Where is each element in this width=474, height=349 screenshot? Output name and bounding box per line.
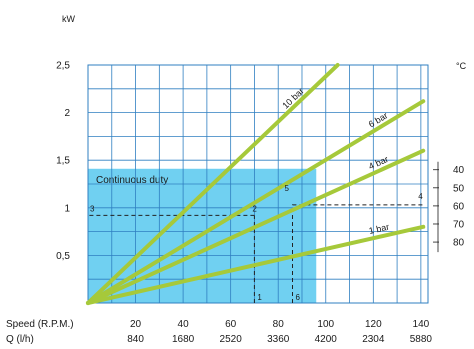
temperature-tick-label: 70: [453, 219, 465, 230]
temperature-tick-label: 80: [453, 238, 465, 249]
x-axis-label-speed: Speed (R.P.M.): [6, 319, 74, 330]
series-line-4-bar: [86, 148, 426, 305]
annotation-label-2: 2: [252, 204, 257, 213]
plot-frame: [87, 64, 429, 304]
annotation-label-6: 6: [295, 293, 300, 302]
x-tick-label-rpm: 20: [130, 319, 142, 330]
series-line-6-bar: [86, 99, 426, 305]
y-axis-label: kW: [62, 14, 76, 24]
x-tick-label-flow: 840: [127, 334, 144, 345]
x-tick-label-flow: 4200: [315, 334, 338, 345]
series-label: 1 bar: [368, 222, 390, 236]
annotation-label-1: 1: [257, 293, 262, 302]
y-tick-label: 1: [64, 203, 70, 214]
x-tick-label-flow: 5880: [410, 334, 433, 345]
y-tick-label: 0,5: [56, 251, 70, 262]
x-tick-label-rpm: 100: [317, 319, 334, 330]
y2-axis-label: °C: [456, 61, 467, 71]
annotation-label-5: 5: [284, 184, 289, 193]
y-tick-label: 2: [64, 108, 70, 119]
x-tick-label-rpm: 120: [365, 319, 382, 330]
x-tick-label-rpm: 140: [413, 319, 430, 330]
annotation-label-3: 3: [90, 204, 95, 213]
annotation-dashed-line: [292, 204, 424, 303]
y-tick-label: 2,5: [56, 61, 70, 72]
x-tick-label-rpm: 80: [273, 319, 285, 330]
series-line-1-bar: [86, 224, 426, 305]
x-axis-label-flow: Q (l/h): [6, 334, 34, 345]
x-tick-label-flow: 1680: [172, 334, 195, 345]
x-tick-label-flow: 3360: [267, 334, 290, 345]
x-tick-label-flow: 2304: [362, 334, 385, 345]
temperature-tick-label: 60: [453, 201, 465, 212]
y-tick-label: 1,5: [56, 156, 70, 167]
series-line-10-bar: [86, 63, 340, 305]
x-tick-label-flow: 2520: [220, 334, 243, 345]
temperature-tick-label: 40: [453, 165, 465, 176]
continuous-duty-label: Continuous duty: [96, 175, 168, 186]
annotation-label-4: 4: [418, 192, 423, 201]
x-tick-label-rpm: 40: [178, 319, 190, 330]
temperature-tick-label: 50: [453, 183, 465, 194]
x-tick-label-rpm: 60: [225, 319, 237, 330]
